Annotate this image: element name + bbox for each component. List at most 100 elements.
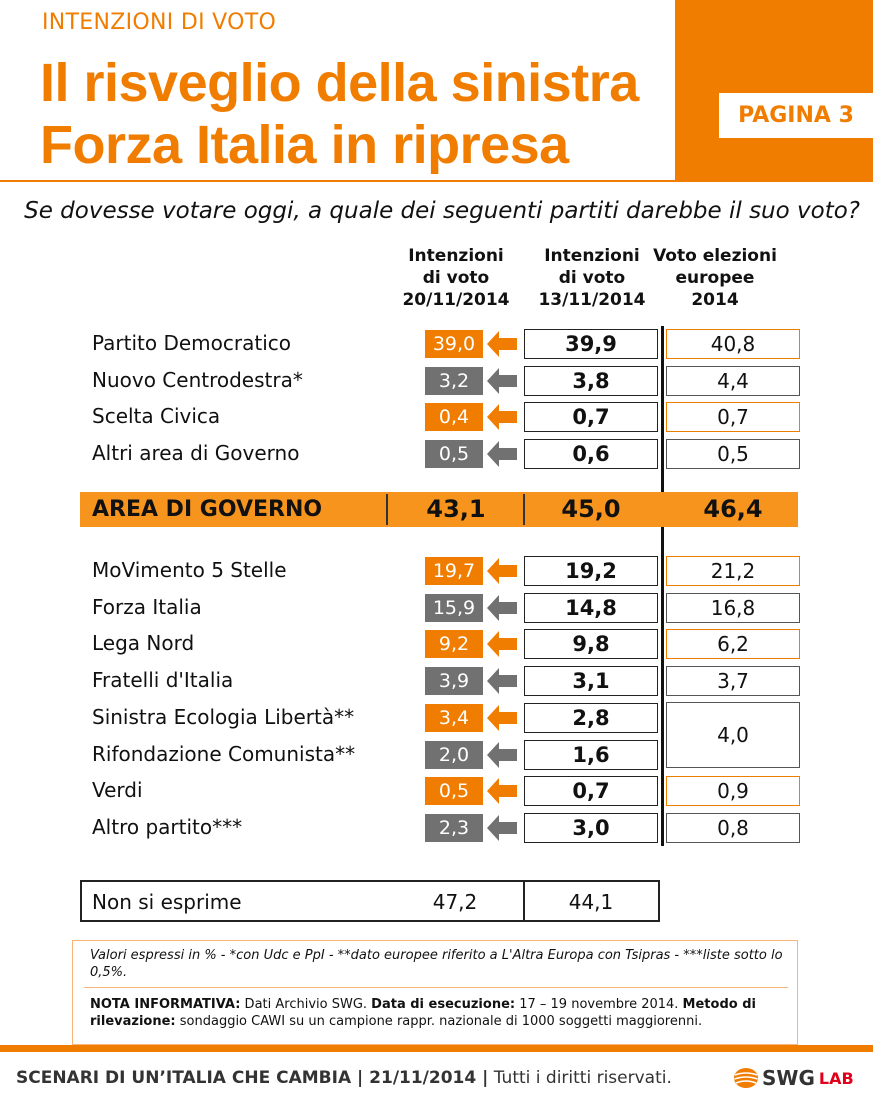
vote-europee-cell: 0,8 [666,812,800,843]
column-header-13-11: Intenzioni di voto 13/11/2014 [522,245,662,311]
column-header-line: 13/11/2014 [538,290,646,310]
vote-europee-cell: 40,8 [666,329,800,359]
swg-lab-logo: SWG LAB [733,1065,854,1091]
vote-europee-cell: 4,4 [666,365,800,396]
arrow-left-grey-icon [487,594,517,621]
nota-label: NOTA INFORMATIVA: [90,997,241,1012]
party-name: Verdi [92,778,143,803]
arrow-left-grey-icon [487,367,517,394]
non-si-esprime-separator [523,880,525,922]
arrow-left-orange-icon [487,558,517,584]
notes-divider [84,987,788,988]
vote-europee-cell: 0,5 [666,439,800,470]
swg-globe-icon [734,1068,758,1088]
footer-rule [0,1045,873,1052]
vote-13-11-cell: 2,8 [524,702,658,733]
non-si-esprime-label: Non si esprime [92,890,242,914]
column-header-line: 20/11/2014 [402,290,510,310]
header-divider [0,180,873,182]
survey-question: Se dovesse votare oggi, a quale dei segu… [24,198,860,224]
vote-13-11-cell: 0,6 [524,439,658,470]
vote-20-11-badge: 19,7 [425,557,483,585]
vote-20-11-badge: 3,4 [425,703,483,732]
vote-20-11-badge: 0,5 [425,440,483,469]
merged-eu-cell: 4,0 [666,702,800,768]
column-header-europee: Voto elezioni europee 2014 [645,245,785,311]
arrow-left-grey-icon [487,741,517,768]
vote-20-11-badge: 2,0 [425,740,483,769]
arrow-left-orange-icon [487,778,517,805]
footer-title: SCENARI DI UN’ITALIA CHE CAMBIA | 21/11/… [16,1068,489,1088]
notes-legend: Valori espressi in % - *con Udc e PpI - … [90,948,783,980]
vote-20-11-badge: 39,0 [425,330,483,358]
government-area-v13: 45,0 [561,495,621,523]
column-header-line: di voto [558,268,626,288]
vote-13-11-cell: 39,9 [524,329,658,359]
government-area-eu: 46,4 [703,495,763,523]
data-label: Data di esecuzione: [371,997,516,1012]
logo-lab-text: LAB [818,1068,854,1088]
arrow-left-orange-icon [487,631,517,658]
footer-rights: Tutti i diritti riservati. [488,1068,672,1088]
vote-europee-cell: 6,2 [666,629,800,660]
vote-20-11-badge: 3,9 [425,667,483,696]
government-area-bar [80,492,798,527]
vote-20-11-badge: 3,2 [425,366,483,395]
logo-swg-text: SWG [762,1066,815,1090]
notes-box [72,940,798,1045]
vote-13-11-cell: 0,7 [524,776,658,807]
vote-europee-cell: 0,9 [666,776,800,807]
column-divider [661,326,664,846]
column-header-line: 2014 [691,290,739,310]
arrow-left-grey-icon [487,814,517,841]
party-name: Altro partito*** [92,814,243,839]
government-area-separator [386,494,388,525]
arrow-left-orange-icon [487,704,517,731]
party-name: Sinistra Ecologia Libertà** [92,704,355,729]
data-text: 17 – 19 novembre 2014. [515,997,683,1012]
vote-europee-cell: 3,7 [666,666,800,697]
headline-line-2: Forza Italia in ripresa [40,115,569,175]
vote-20-11-badge: 9,2 [425,630,483,659]
government-area-separator [523,494,525,525]
vote-13-11-cell: 3,0 [524,812,658,843]
government-area-v20: 43,1 [426,495,486,523]
party-name: Lega Nord [92,631,195,656]
party-name: Forza Italia [92,594,202,619]
vote-13-11-cell: 3,8 [524,365,658,396]
page-badge: PAGINA 3 [719,93,873,138]
vote-13-11-cell: 19,2 [524,556,658,586]
party-name: Altri area di Governo [92,441,300,466]
vote-europee-cell: 0,7 [666,402,800,433]
arrow-left-orange-icon [487,331,517,357]
party-name: Partito Democratico [92,331,292,355]
government-area-label: AREA DI GOVERNO [92,497,323,522]
vote-20-11-badge: 2,3 [425,813,483,842]
column-header-line: di voto [422,268,490,288]
vote-13-11-cell: 3,1 [524,666,658,697]
vote-13-11-cell: 0,7 [524,402,658,433]
arrow-left-orange-icon [487,404,517,431]
non-si-esprime-v13: 44,1 [568,890,614,914]
party-name: Nuovo Centrodestra* [92,367,303,392]
party-name: Rifondazione Comunista** [92,741,356,766]
vote-13-11-cell: 1,6 [524,739,658,770]
vote-13-11-cell: 9,8 [524,629,658,660]
footer-credit: SCENARI DI UN’ITALIA CHE CAMBIA | 21/11/… [16,1068,672,1088]
column-header-20-11: Intenzioni di voto 20/11/2014 [386,245,526,311]
column-header-line: Voto elezioni [653,246,777,266]
metodo-label: Metodo di rilevazione: [90,997,756,1029]
vote-20-11-badge: 0,5 [425,777,483,806]
arrow-left-grey-icon [487,441,517,468]
vote-europee-cell: 21,2 [666,556,800,586]
non-si-esprime-v20: 47,2 [432,890,478,914]
arrow-left-grey-icon [487,668,517,695]
nota-informativa: NOTA INFORMATIVA: Dati Archivio SWG. Dat… [90,996,790,1030]
non-si-esprime-box [80,880,660,922]
party-name: Scelta Civica [92,404,221,429]
column-header-line: Intenzioni [408,246,504,266]
vote-13-11-cell: 14,8 [524,592,658,623]
party-name: Fratelli d'Italia [92,668,234,693]
headline-line-1: Il risveglio della sinistra [40,53,639,113]
vote-europee-cell: 16,8 [666,592,800,623]
